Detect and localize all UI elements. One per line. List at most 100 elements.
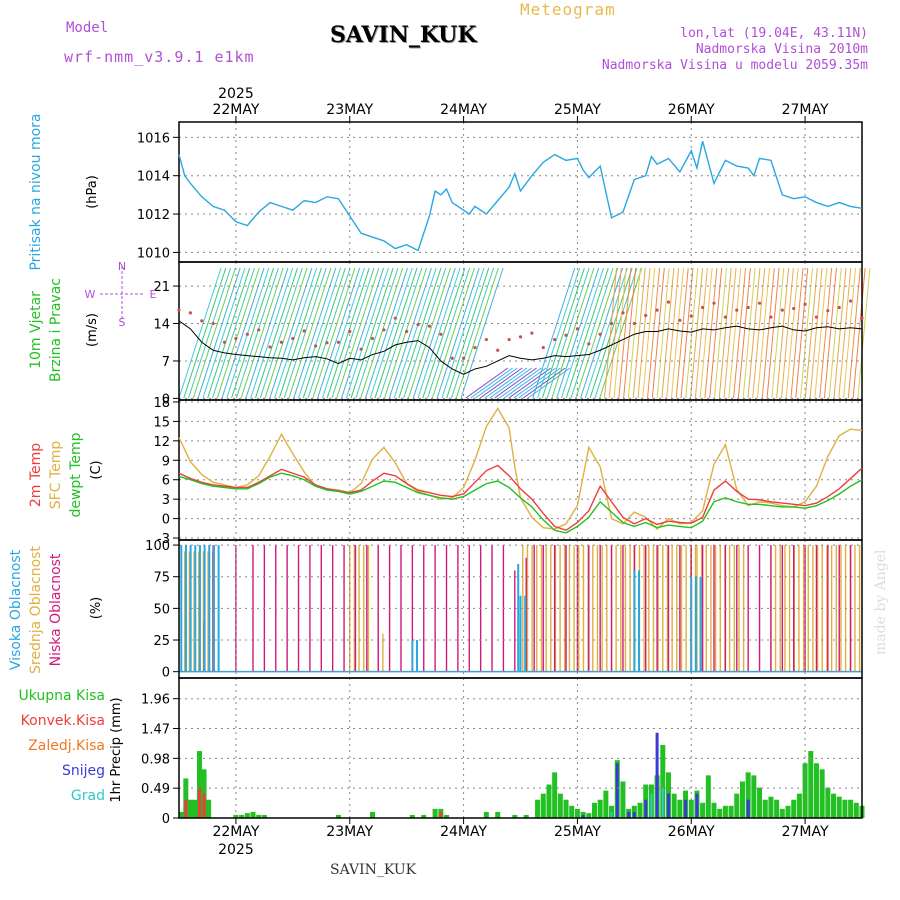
wind-direction-marker <box>416 322 420 327</box>
wind-barb <box>183 267 227 399</box>
wind-direction-marker <box>530 331 534 335</box>
wind-direction-marker <box>598 332 602 336</box>
wind-direction-marker <box>666 300 671 304</box>
y-tick-label: -3 <box>157 532 170 547</box>
day-label-bottom: 23MAY <box>326 824 373 840</box>
wind-direction-marker <box>439 332 443 336</box>
day-label-bottom: 25MAY <box>554 824 601 840</box>
year-label-bottom: 2025 <box>218 842 254 858</box>
wind-barb <box>508 367 552 399</box>
wind-barb <box>785 267 799 399</box>
precip-bar <box>739 781 745 818</box>
precip-bar <box>836 796 842 818</box>
precip-bar <box>831 793 837 818</box>
wind-barb <box>618 267 632 399</box>
wind-direction-marker <box>450 356 454 360</box>
precip-bar <box>802 763 808 818</box>
wind-barb <box>570 267 614 399</box>
wind-barb <box>690 267 704 399</box>
wind-barb <box>694 267 708 399</box>
y-tick-label: 12 <box>153 435 170 450</box>
y-tick-label: 21 <box>153 280 170 295</box>
temp-units: (C) <box>89 460 104 479</box>
day-label-top: 22MAY <box>212 102 259 118</box>
wind-barb <box>250 267 294 399</box>
wind-direction-marker <box>769 315 773 319</box>
wind-barb <box>780 267 794 399</box>
wind-barb <box>216 267 260 399</box>
wind-direction-key: N S E W <box>85 260 157 329</box>
wind-barb <box>656 267 670 399</box>
wind-direction-marker <box>336 340 340 344</box>
y-tick-label: 14 <box>153 318 170 333</box>
altitude-label: Nadmorska Visina 2010m <box>695 42 868 57</box>
mid-cloud-legend: Srednja Oblacnost <box>28 546 44 674</box>
y-tick-label: 25 <box>153 634 170 649</box>
wind-barb <box>465 367 509 399</box>
wind-barb <box>575 267 619 399</box>
wind-barb <box>613 267 627 399</box>
wind-direction-marker <box>291 336 295 341</box>
wind-direction-marker <box>234 336 238 341</box>
wind-barb <box>494 367 537 399</box>
precip-bar <box>671 793 677 818</box>
footer-station: SAVIN_KUK <box>330 862 417 878</box>
y-tick-label: 9 <box>162 454 170 469</box>
wind-barb <box>642 267 656 399</box>
precip-bar <box>620 781 626 818</box>
wind-barb <box>589 267 633 399</box>
wind-barb <box>838 267 852 399</box>
cloud-units: (%) <box>89 597 104 620</box>
precip-bar <box>546 784 552 818</box>
wind-barb <box>293 267 337 399</box>
precip-bar <box>825 787 831 818</box>
y-tick-label: 0 <box>162 666 170 681</box>
wind-barb <box>422 267 466 399</box>
precip-bar <box>239 814 245 818</box>
precip-bar <box>581 814 585 818</box>
wind-barb <box>685 267 699 399</box>
precip-bar <box>202 793 206 818</box>
wind-barb <box>245 267 289 399</box>
wind-units: (m/s) <box>85 313 100 347</box>
wind-direction-marker <box>257 328 261 332</box>
wind-barb <box>317 267 361 399</box>
wind-barb <box>489 367 533 399</box>
wind-barb <box>747 267 761 399</box>
precip-bar <box>751 775 757 818</box>
wind-barb <box>661 267 675 399</box>
precip-bar <box>688 799 694 818</box>
y-tick-label: 0 <box>162 812 170 827</box>
wind-legend-2: Brzina i Pravac <box>48 278 64 382</box>
wind-barb <box>479 367 523 399</box>
wind-barb <box>561 267 604 399</box>
wind-barb <box>446 267 490 399</box>
wind-barb <box>503 367 547 399</box>
wind-direction-marker <box>587 342 591 346</box>
wind-barb <box>518 367 561 399</box>
pressure-legend: Pritisak na nivou mora <box>28 113 44 270</box>
wind-barb <box>197 267 241 399</box>
wind-direction-marker <box>427 324 432 328</box>
wind-direction-marker <box>814 315 819 319</box>
wind-barb <box>274 267 318 399</box>
precip-legend-item: Grad <box>71 788 105 804</box>
wind-barb <box>680 267 694 399</box>
precip-bar <box>256 814 262 818</box>
wind-direction-marker <box>200 319 204 323</box>
wind-barb <box>207 267 251 399</box>
precip-bar <box>746 799 750 818</box>
precip-bar <box>734 793 740 818</box>
y-tick-label: 7 <box>162 355 170 370</box>
precip-bar <box>660 744 666 818</box>
wind-barb <box>551 267 595 399</box>
precip-bar <box>700 802 706 818</box>
wind-barb <box>475 367 518 399</box>
wind-direction-marker <box>496 348 500 352</box>
model-altitude-label: Nadmorska Visina u modelu 2059.35m <box>601 58 868 73</box>
wind-barb <box>594 267 638 399</box>
wind-barb <box>436 267 480 399</box>
wind-direction-marker <box>792 306 796 311</box>
wind-barb <box>790 267 804 399</box>
